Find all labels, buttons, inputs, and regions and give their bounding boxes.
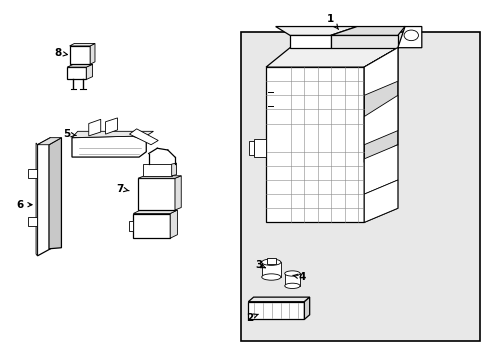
Text: 6: 6 — [17, 200, 32, 210]
Text: 2: 2 — [245, 312, 258, 323]
Text: 8: 8 — [54, 48, 67, 58]
Text: 5: 5 — [63, 129, 76, 139]
Polygon shape — [364, 145, 397, 194]
Text: 3: 3 — [255, 260, 265, 270]
Ellipse shape — [261, 274, 280, 280]
Polygon shape — [364, 48, 397, 222]
Polygon shape — [330, 35, 397, 48]
Ellipse shape — [284, 271, 300, 276]
Polygon shape — [69, 44, 95, 46]
Polygon shape — [105, 118, 117, 134]
Polygon shape — [289, 35, 330, 48]
Polygon shape — [28, 170, 38, 178]
Polygon shape — [330, 27, 404, 35]
Polygon shape — [138, 178, 175, 210]
Polygon shape — [49, 138, 61, 249]
Polygon shape — [364, 48, 397, 95]
Polygon shape — [89, 119, 101, 136]
Polygon shape — [72, 131, 153, 138]
Ellipse shape — [284, 283, 300, 288]
Polygon shape — [90, 44, 95, 64]
Polygon shape — [248, 297, 309, 302]
Polygon shape — [129, 129, 158, 145]
Polygon shape — [175, 176, 181, 210]
Polygon shape — [364, 48, 397, 162]
Polygon shape — [28, 217, 38, 226]
Polygon shape — [248, 302, 304, 319]
Ellipse shape — [261, 259, 280, 265]
Polygon shape — [36, 143, 38, 256]
Text: 1: 1 — [326, 14, 338, 30]
Polygon shape — [128, 221, 133, 231]
Polygon shape — [171, 163, 176, 176]
Polygon shape — [142, 164, 171, 176]
Circle shape — [403, 30, 418, 41]
Polygon shape — [86, 64, 92, 80]
Polygon shape — [138, 176, 181, 178]
Polygon shape — [38, 138, 50, 256]
Polygon shape — [275, 27, 356, 35]
Polygon shape — [170, 210, 177, 238]
Polygon shape — [38, 138, 61, 145]
Polygon shape — [133, 213, 170, 238]
Polygon shape — [364, 95, 397, 145]
Polygon shape — [67, 67, 86, 80]
Polygon shape — [69, 46, 90, 64]
Polygon shape — [72, 136, 146, 157]
Polygon shape — [133, 210, 177, 213]
Polygon shape — [397, 27, 421, 48]
Polygon shape — [284, 274, 300, 286]
Polygon shape — [265, 67, 364, 222]
Bar — [241, 32, 479, 341]
Polygon shape — [261, 262, 280, 277]
Polygon shape — [364, 180, 397, 222]
Polygon shape — [67, 64, 92, 67]
Polygon shape — [249, 141, 254, 155]
Text: 4: 4 — [292, 272, 305, 282]
Polygon shape — [266, 258, 276, 264]
Text: 7: 7 — [116, 184, 129, 194]
Polygon shape — [304, 297, 309, 319]
Polygon shape — [265, 48, 397, 67]
Polygon shape — [254, 139, 265, 157]
